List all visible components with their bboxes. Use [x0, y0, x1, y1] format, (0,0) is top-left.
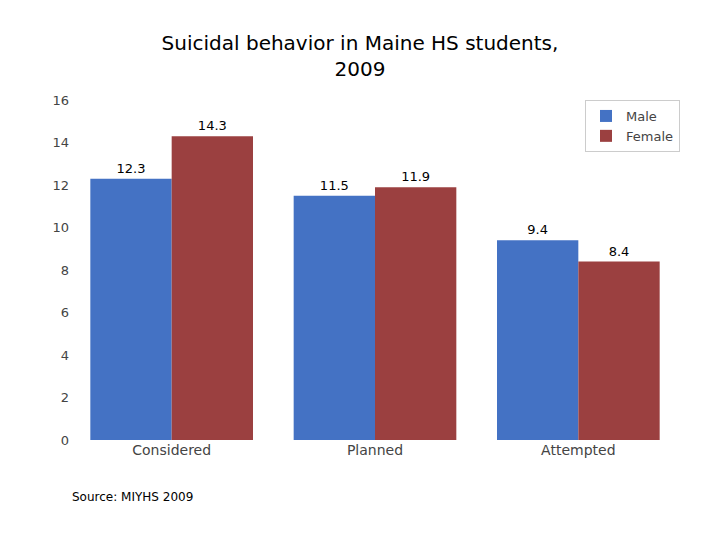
svg-text:14.3: 14.3	[198, 118, 227, 133]
svg-text:6: 6	[61, 305, 69, 320]
svg-text:Planned: Planned	[347, 442, 403, 458]
svg-text:14: 14	[52, 135, 69, 150]
svg-text:11.9: 11.9	[401, 169, 430, 184]
svg-text:9.4: 9.4	[527, 222, 548, 237]
svg-text:Suicidal behavior in Maine HS: Suicidal behavior in Maine HS students,2…	[162, 31, 559, 81]
svg-text:Considered: Considered	[132, 442, 211, 458]
svg-text:2: 2	[61, 390, 69, 405]
svg-text:Male: Male	[626, 109, 657, 124]
svg-text:Female: Female	[626, 129, 673, 144]
svg-text:12.3: 12.3	[117, 161, 146, 176]
svg-text:11.5: 11.5	[320, 178, 349, 193]
svg-text:10: 10	[52, 220, 69, 235]
svg-text:8.4: 8.4	[609, 244, 630, 259]
svg-text:8: 8	[61, 263, 69, 278]
svg-text:12: 12	[52, 178, 69, 193]
svg-text:Attempted: Attempted	[541, 442, 615, 458]
svg-text:4: 4	[61, 348, 69, 363]
svg-text:16: 16	[52, 93, 69, 108]
svg-text:Source: MIYHS 2009: Source: MIYHS 2009	[72, 490, 193, 504]
svg-text:0: 0	[61, 433, 69, 448]
